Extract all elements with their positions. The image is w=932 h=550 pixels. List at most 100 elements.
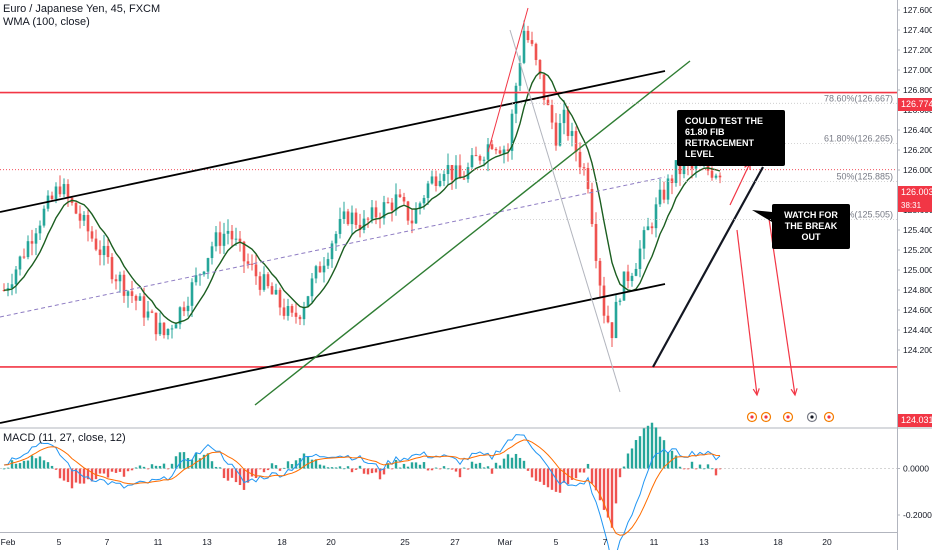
wma-indicator-label[interactable]: WMA (100, close) [3, 16, 90, 28]
macd-histogram-bar [686, 468, 690, 470]
macd-histogram-bar [450, 468, 454, 470]
macd-histogram-bar [18, 463, 22, 469]
fib-test-callout-text: COULD TEST THE 61.80 FIB RETRACEMENT LEV… [685, 116, 763, 159]
macd-histogram-bar [166, 468, 170, 470]
macd-histogram-bar [586, 463, 590, 469]
candle-body [26, 241, 30, 258]
candle-body [582, 167, 586, 169]
candles-layer [2, 20, 722, 348]
fib-level-label: 38.20%(125.505) [824, 210, 893, 220]
candle-body [618, 300, 622, 302]
macd-histogram-bar [694, 468, 698, 470]
candle-body [298, 316, 302, 320]
macd-histogram-bar [250, 468, 254, 477]
price-tick-label: 125.400 [903, 225, 932, 235]
macd-histogram-bar [242, 468, 246, 490]
fib-level-label: 50%(125.885) [836, 172, 893, 182]
candle-body [338, 218, 342, 234]
macd-histogram-bar [94, 468, 98, 480]
drawings-layer[interactable] [0, 7, 897, 424]
macd-histogram-bar [554, 468, 558, 492]
candle-body [710, 170, 714, 178]
up-arrow[interactable] [729, 162, 751, 206]
macd-histogram-bar [238, 468, 242, 486]
candle-body [622, 271, 626, 301]
macd-histogram-bar [510, 457, 514, 469]
macd-histogram-bar [418, 464, 422, 469]
macd-indicator-label[interactable]: MACD (11, 27, close, 12) [3, 432, 126, 444]
candle-body [574, 131, 578, 152]
macd-histogram-bar [654, 427, 658, 469]
channel-upper-line[interactable] [0, 70, 666, 213]
candle-body [614, 301, 618, 339]
macd-histogram-bar [130, 468, 134, 471]
time-tick-label: Mar [498, 537, 513, 547]
macd-histogram-bar [502, 458, 506, 469]
macd-histogram-bar [474, 463, 478, 469]
fib-level-label: 61.80%(126.265) [824, 134, 893, 144]
macd-histogram-bar [490, 468, 494, 474]
macd-histogram-bar [462, 467, 466, 469]
macd-histogram-bar [690, 461, 694, 469]
candle-body [234, 238, 238, 240]
macd-histogram-bar [234, 468, 238, 483]
candle-body [462, 178, 466, 180]
green-trendline[interactable] [254, 60, 691, 406]
time-tick-label: 13 [699, 537, 709, 547]
candle-body [458, 165, 462, 179]
macd-histogram-bar [90, 468, 94, 482]
candle-body [450, 164, 454, 180]
macd-histogram-bar [666, 451, 670, 469]
macd-histogram-bar [262, 468, 266, 473]
macd-histogram-bar [662, 440, 666, 469]
price-axis[interactable]: 127.600127.400127.200127.000126.800126.6… [897, 5, 932, 355]
candle-body [182, 307, 186, 312]
macd-histogram-bar [98, 468, 102, 474]
candle-body [322, 265, 326, 273]
macd-histogram-bar [142, 466, 146, 469]
macd-layer [0, 422, 897, 550]
macd-tick-label: -0.2000 [903, 510, 932, 520]
macd-histogram-bar [574, 468, 578, 479]
fib-test-callout[interactable]: COULD TEST THE 61.80 FIB RETRACEMENT LEV… [677, 110, 785, 166]
macd-histogram-bar [562, 468, 566, 483]
candle-body [190, 282, 194, 306]
macd-histogram-bar [154, 465, 158, 469]
channel-lower-line[interactable] [0, 283, 666, 424]
down-arrow-left[interactable] [736, 229, 758, 396]
candle-body [314, 266, 318, 279]
price-tick-label: 126.800 [903, 85, 932, 95]
breakout-callout[interactable]: WATCH FOR THE BREAK OUT [772, 204, 850, 249]
macd-histogram-bar [170, 463, 174, 469]
candle-body [538, 59, 542, 75]
macd-histogram-bar [290, 464, 294, 469]
macd-histogram-bar [626, 453, 630, 469]
macd-histogram-bar [486, 466, 490, 469]
macd-histogram-bar [182, 452, 186, 469]
rising-support-trendline[interactable] [652, 166, 764, 368]
candle-body [146, 311, 150, 318]
event-markers[interactable] [746, 411, 835, 423]
candle-body [662, 189, 666, 200]
macd-histogram-bar [570, 468, 574, 480]
candle-body [282, 307, 286, 316]
macd-histogram-bar [594, 468, 598, 491]
time-tick-label: 5 [57, 537, 62, 547]
candle-body [306, 296, 310, 307]
candle-body [98, 249, 102, 256]
macd-histogram-bar [518, 457, 522, 469]
macd-histogram-bar [202, 454, 206, 469]
price-tick-label: 127.200 [903, 45, 932, 55]
macd-histogram-bar [610, 468, 614, 528]
candle-body [66, 184, 70, 198]
candle-body [694, 164, 698, 169]
candle-body [174, 324, 178, 329]
macd-histogram-bar [558, 468, 562, 493]
macd-histogram-bar [382, 468, 386, 475]
time-tick-label: Feb [1, 537, 16, 547]
time-axis[interactable]: Feb 5 7 11 13 18 20 25 27 Mar 5 7 11 13 18 20 [1, 537, 832, 547]
macd-histogram-bar [214, 466, 218, 469]
candle-body [382, 202, 386, 219]
event-3-marker-dot [786, 415, 790, 419]
